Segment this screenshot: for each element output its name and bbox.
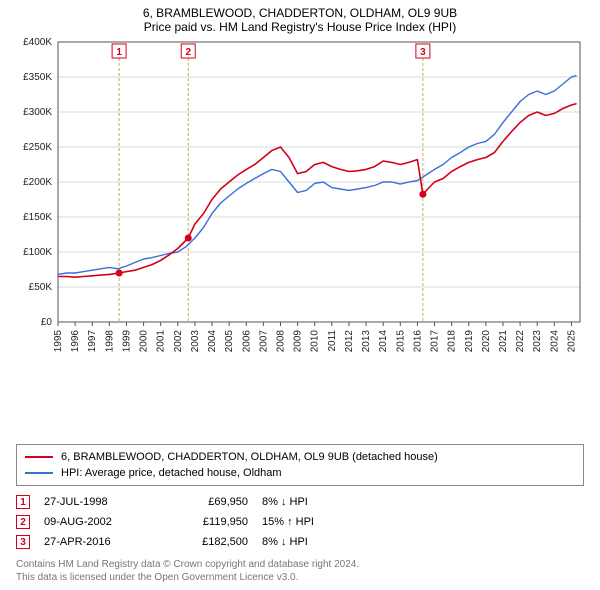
legend-swatch-property bbox=[25, 456, 53, 458]
marker-delta: 15% ↑ HPI bbox=[262, 516, 362, 528]
svg-text:2018: 2018 bbox=[447, 330, 458, 353]
svg-text:2012: 2012 bbox=[344, 330, 355, 353]
svg-text:2020: 2020 bbox=[481, 330, 492, 353]
svg-text:2009: 2009 bbox=[293, 330, 304, 353]
svg-text:2000: 2000 bbox=[139, 330, 150, 353]
footer-line2: This data is licensed under the Open Gov… bbox=[16, 571, 584, 584]
svg-text:3: 3 bbox=[420, 47, 426, 58]
svg-text:2014: 2014 bbox=[378, 330, 389, 353]
svg-text:£200K: £200K bbox=[23, 177, 52, 188]
marker-delta: 8% ↓ HPI bbox=[262, 536, 362, 548]
footer: Contains HM Land Registry data © Crown c… bbox=[16, 558, 584, 584]
svg-text:2016: 2016 bbox=[412, 330, 423, 353]
svg-text:2001: 2001 bbox=[156, 330, 167, 353]
svg-text:2023: 2023 bbox=[532, 330, 543, 353]
markers-table: 1 27-JUL-1998 £69,950 8% ↓ HPI 2 09-AUG-2002 £… bbox=[16, 492, 584, 552]
marker-row: 2 09-AUG-2002 £119,950 15% ↑ HPI bbox=[16, 512, 584, 532]
legend-label-hpi: HPI: Average price, detached house, Oldh… bbox=[61, 467, 282, 479]
svg-text:£400K: £400K bbox=[23, 37, 52, 48]
marker-chip: 1 bbox=[16, 495, 30, 509]
svg-text:2013: 2013 bbox=[361, 330, 372, 353]
marker-row: 3 27-APR-2016 £182,500 8% ↓ HPI bbox=[16, 532, 584, 552]
svg-text:2019: 2019 bbox=[464, 330, 475, 353]
title-block: 6, BRAMBLEWOOD, CHADDERTON, OLDHAM, OL9 … bbox=[10, 6, 590, 34]
legend-swatch-hpi bbox=[25, 472, 53, 474]
svg-text:2022: 2022 bbox=[515, 330, 526, 353]
svg-text:2025: 2025 bbox=[566, 330, 577, 353]
svg-text:2002: 2002 bbox=[173, 330, 184, 353]
chart-area: £0 £50K £100K £150K £200K £250K £300K £350K £400… bbox=[10, 34, 590, 438]
svg-text:1999: 1999 bbox=[121, 330, 132, 353]
svg-text:£50K: £50K bbox=[29, 282, 53, 293]
svg-text:2021: 2021 bbox=[498, 330, 509, 353]
svg-text:1997: 1997 bbox=[87, 330, 98, 353]
legend: 6, BRAMBLEWOOD, CHADDERTON, OLDHAM, OL9 … bbox=[16, 444, 584, 486]
svg-text:2006: 2006 bbox=[241, 330, 252, 353]
svg-text:2007: 2007 bbox=[258, 330, 269, 353]
svg-text:£0: £0 bbox=[41, 317, 53, 328]
svg-text:1: 1 bbox=[116, 47, 122, 58]
marker-row: 1 27-JUL-1998 £69,950 8% ↓ HPI bbox=[16, 492, 584, 512]
svg-text:2010: 2010 bbox=[310, 330, 321, 353]
legend-label-property: 6, BRAMBLEWOOD, CHADDERTON, OLDHAM, OL9 … bbox=[61, 451, 438, 463]
svg-text:1995: 1995 bbox=[53, 330, 64, 353]
svg-text:2004: 2004 bbox=[207, 330, 218, 353]
svg-text:1998: 1998 bbox=[104, 330, 115, 353]
footer-line1: Contains HM Land Registry data © Crown c… bbox=[16, 558, 584, 571]
svg-text:£100K: £100K bbox=[23, 247, 52, 258]
line-chart: £0 £50K £100K £150K £200K £250K £300K £350K £400… bbox=[10, 34, 590, 364]
marker-date: 27-APR-2016 bbox=[44, 536, 144, 548]
marker-price: £119,950 bbox=[158, 516, 248, 528]
svg-text:1996: 1996 bbox=[70, 330, 81, 353]
svg-text:£350K: £350K bbox=[23, 72, 52, 83]
marker-chip: 3 bbox=[16, 535, 30, 549]
svg-text:£300K: £300K bbox=[23, 107, 52, 118]
svg-text:2: 2 bbox=[185, 47, 191, 58]
svg-text:2011: 2011 bbox=[327, 330, 338, 352]
page: 6, BRAMBLEWOOD, CHADDERTON, OLDHAM, OL9 … bbox=[0, 0, 600, 590]
svg-text:2003: 2003 bbox=[190, 330, 201, 353]
svg-text:£250K: £250K bbox=[23, 142, 52, 153]
svg-text:£150K: £150K bbox=[23, 212, 52, 223]
svg-text:2008: 2008 bbox=[275, 330, 286, 353]
legend-item-hpi: HPI: Average price, detached house, Oldh… bbox=[25, 465, 575, 481]
marker-date: 27-JUL-1998 bbox=[44, 496, 144, 508]
svg-text:2017: 2017 bbox=[430, 330, 441, 353]
svg-text:2005: 2005 bbox=[224, 330, 235, 353]
title-address: 6, BRAMBLEWOOD, CHADDERTON, OLDHAM, OL9 … bbox=[10, 6, 590, 20]
title-subtitle: Price paid vs. HM Land Registry's House … bbox=[10, 20, 590, 34]
marker-chip: 2 bbox=[16, 515, 30, 529]
marker-date: 09-AUG-2002 bbox=[44, 516, 144, 528]
marker-price: £182,500 bbox=[158, 536, 248, 548]
marker-delta: 8% ↓ HPI bbox=[262, 496, 362, 508]
marker-price: £69,950 bbox=[158, 496, 248, 508]
svg-text:2015: 2015 bbox=[395, 330, 406, 353]
svg-text:2024: 2024 bbox=[549, 330, 560, 353]
legend-item-property: 6, BRAMBLEWOOD, CHADDERTON, OLDHAM, OL9 … bbox=[25, 449, 575, 465]
